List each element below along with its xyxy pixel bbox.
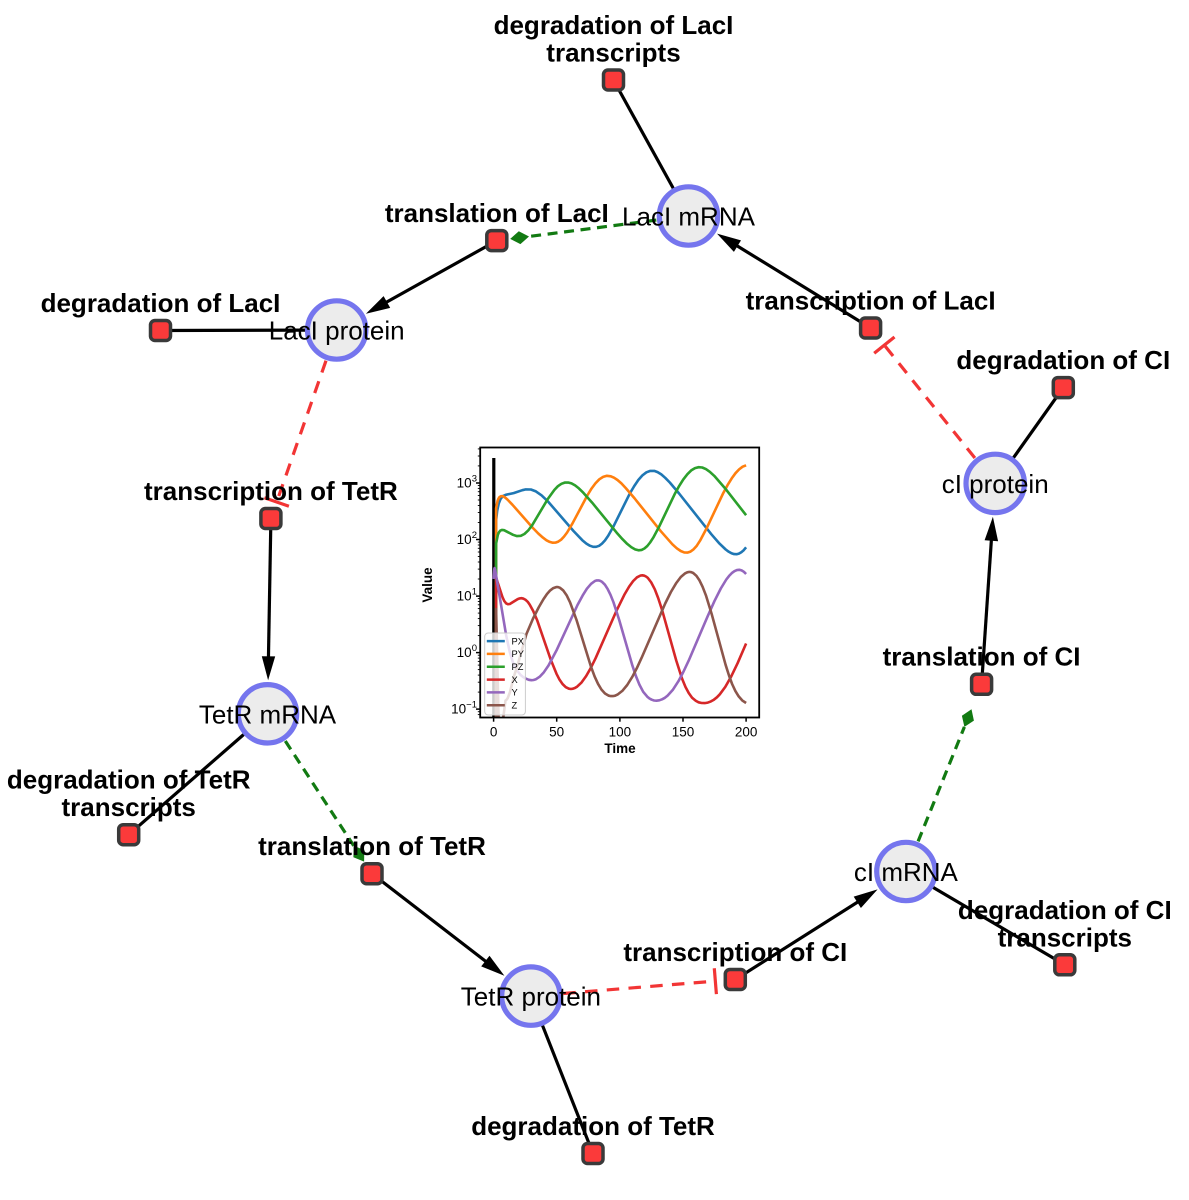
svg-text:transcripts: transcripts — [998, 922, 1132, 952]
svg-text:transcripts: transcripts — [546, 38, 680, 68]
svg-text:transcription of LacI: transcription of LacI — [746, 285, 996, 315]
svg-text:Z: Z — [512, 701, 518, 711]
svg-text:LacI protein: LacI protein — [269, 316, 405, 346]
svg-text:Y: Y — [512, 688, 518, 698]
svg-text:PZ: PZ — [512, 662, 524, 672]
svg-text:degradation of CI: degradation of CI — [956, 345, 1170, 375]
svg-text:PX: PX — [512, 636, 524, 646]
svg-text:100: 100 — [609, 724, 632, 739]
svg-text:degradation of TetR: degradation of TetR — [7, 765, 251, 795]
svg-text:102: 102 — [457, 530, 477, 547]
svg-text:cI protein: cI protein — [942, 469, 1049, 499]
svg-text:Value: Value — [420, 567, 435, 603]
svg-text:Time: Time — [604, 741, 636, 756]
svg-text:TetR protein: TetR protein — [461, 982, 601, 1012]
svg-text:100: 100 — [457, 643, 477, 660]
svg-text:translation of LacI: translation of LacI — [385, 198, 609, 228]
svg-text:degradation of TetR: degradation of TetR — [471, 1111, 715, 1141]
svg-text:200: 200 — [735, 724, 758, 739]
svg-text:50: 50 — [549, 724, 564, 739]
svg-text:TetR mRNA: TetR mRNA — [199, 699, 337, 729]
svg-text:translation of CI: translation of CI — [883, 642, 1081, 672]
svg-text:0: 0 — [490, 724, 498, 739]
svg-text:X: X — [512, 675, 518, 685]
svg-text:translation of TetR: translation of TetR — [258, 831, 486, 861]
svg-text:cI mRNA: cI mRNA — [854, 857, 959, 887]
svg-text:103: 103 — [457, 474, 477, 491]
svg-text:degradation of CI: degradation of CI — [958, 895, 1172, 925]
svg-text:degradation of LacI: degradation of LacI — [41, 288, 281, 318]
svg-text:LacI mRNA: LacI mRNA — [622, 202, 756, 232]
svg-text:150: 150 — [672, 724, 695, 739]
svg-text:transcription of TetR: transcription of TetR — [144, 476, 398, 506]
svg-text:degradation of LacI: degradation of LacI — [494, 10, 734, 40]
svg-text:10−1: 10−1 — [451, 700, 477, 717]
svg-text:transcripts: transcripts — [62, 792, 196, 822]
svg-text:PY: PY — [512, 649, 524, 659]
svg-text:101: 101 — [457, 587, 477, 604]
svg-text:transcription of CI: transcription of CI — [623, 937, 847, 967]
